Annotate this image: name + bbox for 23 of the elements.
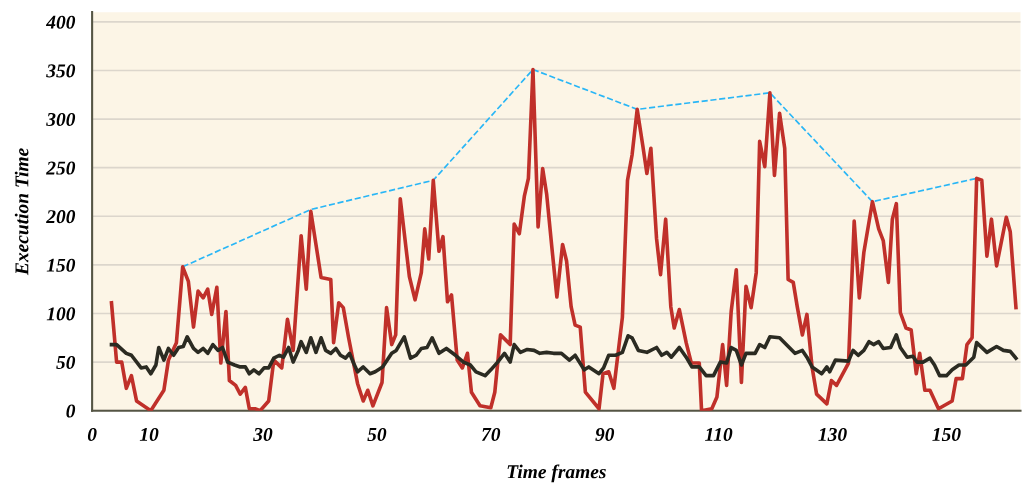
y-tick-label: 100 — [46, 307, 76, 321]
x-axis-title: Time frames — [507, 464, 606, 483]
y-tick-label: 150 — [46, 258, 76, 272]
y-tick-label: 400 — [45, 15, 76, 29]
line-series — [109, 333, 1018, 378]
line-series — [109, 67, 1018, 411]
line-series — [181, 68, 978, 268]
x-tick-label: 90 — [595, 427, 615, 442]
x-tick-label: 50 — [367, 427, 387, 442]
x-tick-label: 10 — [139, 427, 159, 442]
y-tick-label: 50 — [56, 355, 76, 370]
x-tick-label: 30 — [253, 427, 273, 442]
y-tick-label: 250 — [46, 161, 76, 175]
y-tick-label: 200 — [46, 210, 76, 224]
y-tick-label: 300 — [46, 112, 76, 127]
y-tick-label: 350 — [46, 64, 76, 78]
y-axis-title: Execution Time — [14, 148, 29, 276]
x-tick-label: 0 — [87, 427, 97, 442]
x-tick-label: 70 — [481, 427, 501, 442]
y-tick-label: 0 — [66, 404, 76, 418]
x-tick-label: 130 — [818, 427, 847, 442]
x-tick-label: 110 — [705, 427, 733, 442]
x-tick-label: 150 — [932, 427, 961, 442]
